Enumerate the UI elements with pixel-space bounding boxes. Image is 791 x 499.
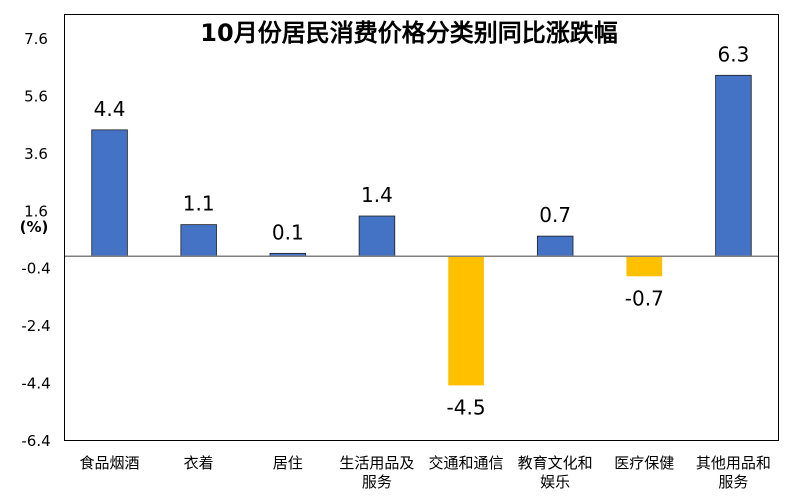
bar [626,256,663,277]
data-label: 1.1 [183,192,215,216]
y-tick-label: -4.4 [21,375,50,393]
category-label: 教育文化和娱乐 [518,454,593,491]
data-label: 4.4 [94,97,126,121]
y-tick-label: -2.4 [21,317,50,335]
data-label: 1.4 [361,183,393,207]
category-label: 居住 [273,454,303,472]
y-tick-label: 5.6 [24,87,48,105]
bar [448,256,484,386]
y-tick-label: 1.6 [24,202,48,220]
category-label: 食品烟酒 [80,454,140,472]
y-tick-label: 3.6 [24,145,48,163]
y-tick-label: 7.6 [24,30,48,48]
chart-title: 10月份居民消费价格分类别同比涨跌幅 [200,19,617,47]
category-label: 其他用品和服务 [696,454,771,491]
data-label: -4.5 [447,395,486,419]
category-label: 交通和通信 [429,454,504,472]
bar [358,215,396,257]
y-axis-label: (%) [20,218,49,236]
category-label: 生活用品及服务 [339,454,414,491]
category-label: 医疗保健 [614,454,674,472]
y-tick-label: -6.4 [21,432,50,450]
bars [91,74,752,386]
bar [91,129,128,257]
bar [180,224,217,257]
data-label: 6.3 [718,42,750,66]
y-tick-label: -0.4 [21,260,50,278]
bar [715,74,752,257]
y-tick-labels: 7.6 5.6 3.6 1.6 -0.4 -2.4 -4.4 -6.4 [21,30,50,450]
data-label: 0.7 [539,203,571,227]
data-labels: 4.4 1.1 0.1 1.4 -4.5 0.7 -0.7 6.3 [94,42,750,419]
data-label: -0.7 [625,286,664,310]
plot-frame [64,14,779,441]
bar [536,235,574,257]
category-label: 衣着 [184,454,214,472]
data-label: 0.1 [272,220,304,244]
